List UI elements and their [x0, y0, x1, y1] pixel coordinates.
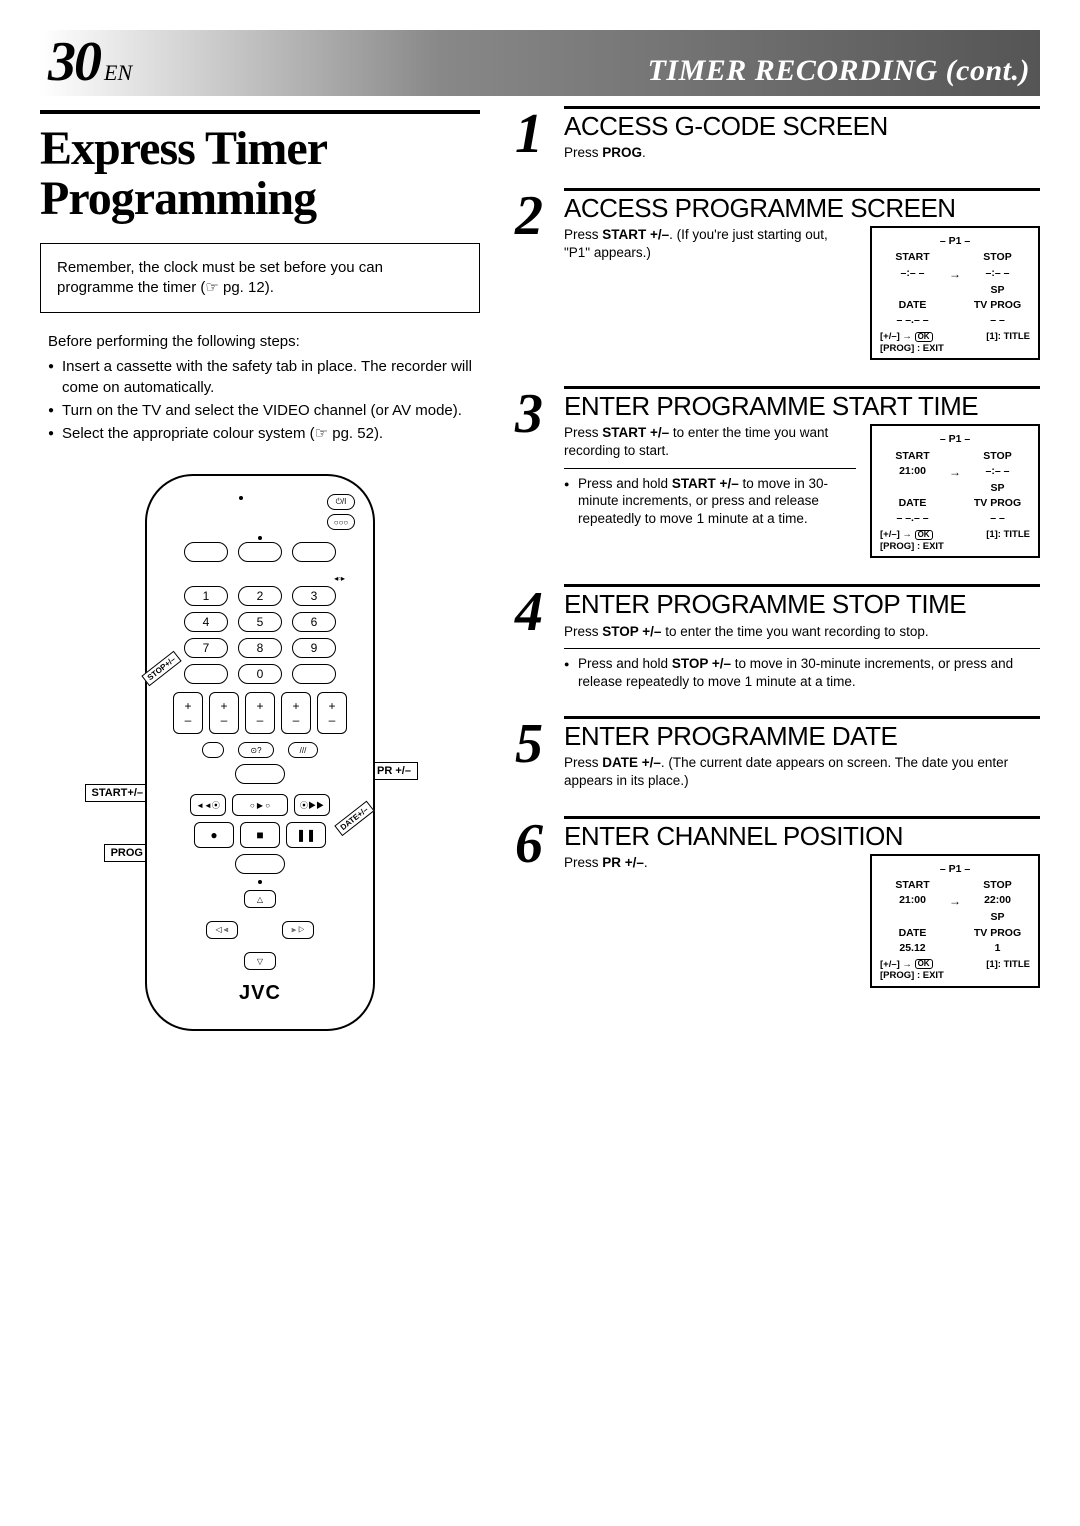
label-prog: PROG — [104, 844, 150, 862]
power-button: ⏻/I — [327, 494, 355, 510]
lcd-screen: – P1 – STARTSTOP 21:00→–:– – SP DATETV P… — [870, 424, 1040, 558]
right-column: 1 ACCESS G-CODE SCREEN Press PROG. 2 ACC… — [510, 106, 1040, 1031]
rocker-button: +– — [245, 692, 275, 734]
step-number: 4 — [510, 584, 548, 690]
pill-button — [292, 542, 336, 562]
num-button: 4 — [184, 612, 228, 632]
step-title: ACCESS PROGRAMME SCREEN — [564, 195, 1040, 222]
step-bullet: Press and hold START +/– to move in 30-m… — [564, 475, 856, 528]
pre-steps-intro: Before performing the following steps: — [48, 331, 472, 352]
step-5: 5 ENTER PROGRAMME DATE Press DATE +/–. (… — [510, 716, 1040, 789]
step-text: Press PR +/–. — [564, 854, 856, 872]
rocker-button: +– — [173, 692, 203, 734]
dpad-left: ◁ ⫷ — [206, 921, 238, 939]
step-number: 3 — [510, 386, 548, 558]
step-text: Press DATE +/–. (The current date appear… — [564, 754, 1040, 789]
page-number: 30 — [48, 31, 100, 93]
step-text: Press STOP +/– to enter the time you wan… — [564, 623, 1040, 641]
small-button: ○○○ — [327, 514, 355, 530]
num-button: 0 — [238, 664, 282, 684]
dpad-right: ⫸ ▷ — [282, 921, 314, 939]
num-button: 2 — [238, 586, 282, 606]
left-column: Express Timer Programming Remember, the … — [40, 106, 480, 1031]
step-title: ACCESS G-CODE SCREEN — [564, 113, 1040, 140]
rocker-button: +– — [209, 692, 239, 734]
step-title: ENTER PROGRAMME START TIME — [564, 393, 1040, 420]
pre-step-item: Turn on the TV and select the VIDEO chan… — [48, 400, 472, 421]
num-button: 3 — [292, 586, 336, 606]
step-title: ENTER CHANNEL POSITION — [564, 823, 1040, 850]
step-number: 5 — [510, 716, 548, 789]
num-button: 8 — [238, 638, 282, 658]
rocker-button: +– — [317, 692, 347, 734]
step-text: Press START +/– to enter the time you wa… — [564, 424, 856, 459]
page-number-block: 30EN — [48, 30, 132, 94]
pill-button — [238, 542, 282, 562]
step-text: Press PROG. — [564, 144, 1040, 162]
pre-steps: Before performing the following steps: I… — [40, 331, 480, 444]
step-3: 3 ENTER PROGRAMME START TIME Press START… — [510, 386, 1040, 558]
main-title: Express Timer Programming — [40, 124, 480, 225]
step-text: Press START +/–. (If you're just startin… — [564, 226, 856, 261]
remote-diagram: START+/– PROG PR +/– STOP+/– DATE+/– ⏻/I… — [40, 474, 480, 1031]
lcd-screen: – P1 – STARTSTOP 21:00→22:00 SP DATETV P… — [870, 854, 1040, 988]
step-2: 2 ACCESS PROGRAMME SCREEN Press START +/… — [510, 188, 1040, 360]
transport-button: ◄◄⦿ — [190, 794, 226, 816]
pre-step-item: Insert a cassette with the safety tab in… — [48, 356, 472, 398]
pill-button — [235, 854, 285, 874]
dpad-down: ▽ — [244, 952, 276, 970]
note-box: Remember, the clock must be set before y… — [40, 243, 480, 314]
lcd-screen: – P1 – STARTSTOP –:– –→–:– – SP DATETV P… — [870, 226, 1040, 360]
remote-body: STOP+/– DATE+/– ⏻/I ○○○ ◂▫ — [145, 474, 375, 1031]
label-startplus: START+/– — [85, 784, 150, 802]
pill-button — [292, 664, 336, 684]
rec-button: ● — [194, 822, 234, 848]
header-bar: 30EN TIMER RECORDING (cont.) — [40, 30, 1040, 96]
label-prplus: PR +/– — [370, 762, 418, 780]
pill-button — [184, 664, 228, 684]
page-lang: EN — [104, 60, 132, 85]
prog-button — [235, 764, 285, 784]
step-1: 1 ACCESS G-CODE SCREEN Press PROG. — [510, 106, 1040, 162]
num-button: 5 — [238, 612, 282, 632]
dpad-up: △ — [244, 890, 276, 908]
small-button: ⊙? — [238, 742, 274, 758]
rule — [40, 110, 480, 114]
rocker-button: +– — [281, 692, 311, 734]
step-6: 6 ENTER CHANNEL POSITION Press PR +/–. –… — [510, 816, 1040, 988]
manual-page: 30EN TIMER RECORDING (cont.) Express Tim… — [0, 0, 1080, 1061]
step-bullet: Press and hold STOP +/– to move in 30-mi… — [564, 655, 1040, 690]
small-button: /// — [288, 742, 318, 758]
step-number: 1 — [510, 106, 548, 162]
pre-step-item: Select the appropriate colour system (☞ … — [48, 423, 472, 444]
transport-button: ⦿▶▶ — [294, 794, 330, 816]
num-button: 7 — [184, 638, 228, 658]
step-number: 2 — [510, 188, 548, 360]
pause-button: ❚❚ — [286, 822, 326, 848]
step-title: ENTER PROGRAMME DATE — [564, 723, 1040, 750]
num-button: 6 — [292, 612, 336, 632]
step-title: ENTER PROGRAMME STOP TIME — [564, 591, 1040, 618]
small-button — [202, 742, 224, 758]
num-button: 1 — [184, 586, 228, 606]
header-title: TIMER RECORDING (cont.) — [648, 54, 1030, 88]
stop-button: ■ — [240, 822, 280, 848]
step-4: 4 ENTER PROGRAMME STOP TIME Press STOP +… — [510, 584, 1040, 690]
pill-button — [184, 542, 228, 562]
remote-brand: JVC — [161, 982, 359, 1005]
play-button: ○ ▶ ○ — [232, 794, 288, 816]
step-number: 6 — [510, 816, 548, 988]
num-button: 9 — [292, 638, 336, 658]
